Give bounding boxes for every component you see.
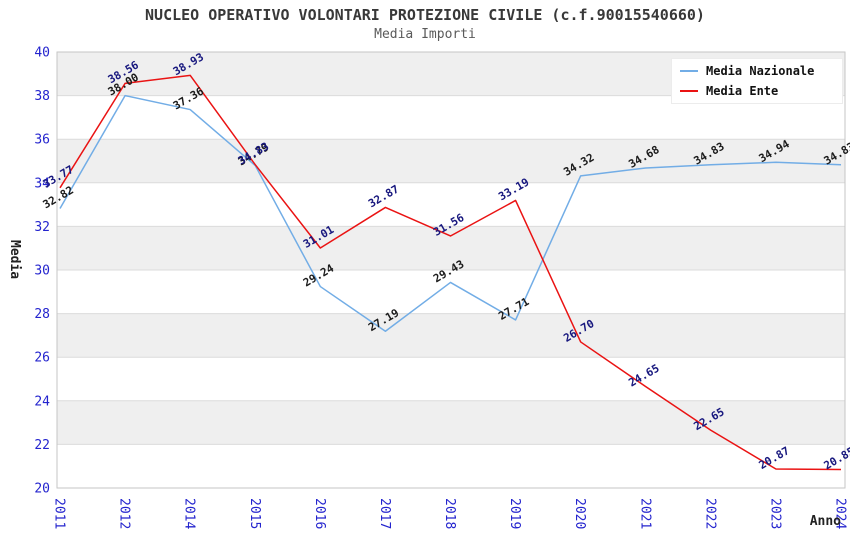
svg-text:2011: 2011 bbox=[52, 498, 67, 529]
svg-text:40: 40 bbox=[34, 46, 50, 61]
svg-text:2016: 2016 bbox=[312, 498, 327, 529]
series-line-media-ente bbox=[59, 74, 842, 471]
legend-line-swatch-ente bbox=[680, 90, 698, 92]
svg-text:34: 34 bbox=[34, 176, 50, 191]
svg-text:22: 22 bbox=[34, 438, 50, 453]
svg-text:38: 38 bbox=[34, 89, 50, 104]
svg-text:2019: 2019 bbox=[507, 498, 522, 529]
svg-text:2015: 2015 bbox=[247, 498, 262, 529]
svg-text:2022: 2022 bbox=[702, 498, 717, 529]
series-labels-media-nazionale: 32.8238.0037.3634.7929.2427.1929.4327.71… bbox=[41, 71, 850, 334]
legend-item-media-nazionale: Media Nazionale bbox=[680, 64, 842, 78]
legend-label: Media Nazionale bbox=[706, 64, 815, 78]
legend: Media Nazionale Media Ente bbox=[671, 58, 843, 104]
svg-text:36: 36 bbox=[34, 133, 50, 148]
svg-text:2014: 2014 bbox=[182, 498, 197, 529]
x-tick-labels: 2011 2012 2014 2015 2016 2017 2018 2019 2020 2021… bbox=[52, 498, 848, 529]
chart-title: NUCLEO OPERATIVO VOLONTARI PROTEZIONE CI… bbox=[145, 6, 705, 24]
legend-line-swatch-nazionale bbox=[680, 70, 698, 72]
legend-item-media-ente: Media Ente bbox=[680, 84, 842, 98]
svg-text:32: 32 bbox=[34, 220, 50, 235]
chart-subtitle: Media Importi bbox=[374, 27, 476, 42]
y-axis-title: Media bbox=[7, 240, 22, 280]
svg-text:2017: 2017 bbox=[377, 498, 392, 529]
series-line-media-nazionale bbox=[59, 94, 842, 333]
svg-text:20.85: 20.85 bbox=[822, 445, 850, 473]
svg-text:2018: 2018 bbox=[442, 498, 457, 529]
svg-text:2012: 2012 bbox=[117, 498, 132, 529]
svg-text:26: 26 bbox=[34, 351, 50, 366]
legend-label: Media Ente bbox=[706, 84, 779, 98]
svg-text:2023: 2023 bbox=[767, 498, 782, 529]
y-tick-labels: 40 38 36 34 32 30 28 26 24 22 20 bbox=[34, 46, 50, 497]
x-axis-title: Anno bbox=[809, 514, 841, 529]
svg-text:32.87: 32.87 bbox=[366, 182, 401, 210]
svg-text:28: 28 bbox=[34, 307, 50, 322]
plot-border bbox=[56, 51, 846, 489]
svg-text:30: 30 bbox=[34, 264, 50, 279]
svg-text:24: 24 bbox=[34, 394, 50, 409]
svg-text:2024: 2024 bbox=[833, 498, 848, 529]
svg-text:2021: 2021 bbox=[637, 498, 652, 529]
svg-text:2020: 2020 bbox=[572, 498, 587, 529]
svg-text:20: 20 bbox=[34, 482, 50, 497]
plot-bands bbox=[57, 52, 845, 445]
